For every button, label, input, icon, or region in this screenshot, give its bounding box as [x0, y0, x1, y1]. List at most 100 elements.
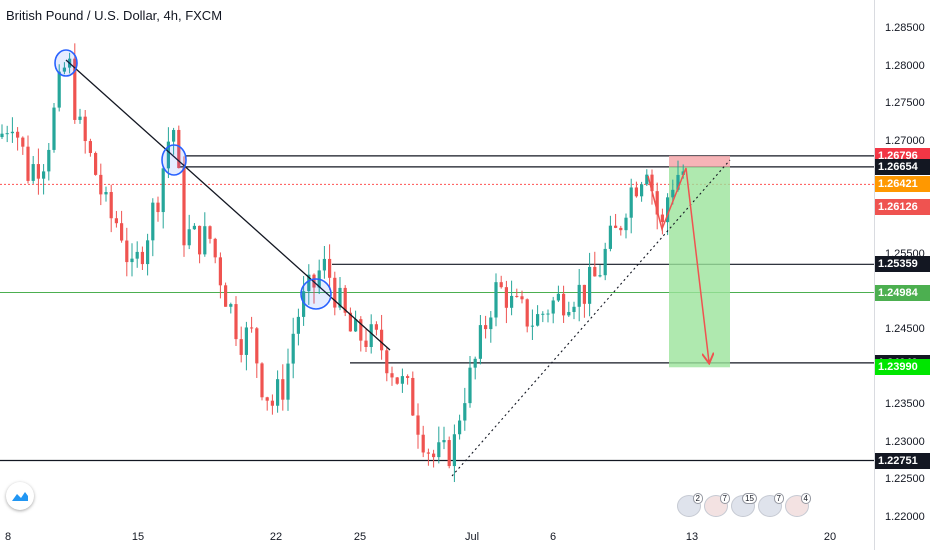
candle-body: [198, 225, 202, 255]
candle-body: [645, 174, 649, 185]
candle-body: [380, 329, 384, 351]
candle-body: [10, 131, 14, 134]
highlight-circle: [300, 278, 332, 310]
candle-body: [421, 434, 425, 453]
candle-body: [608, 225, 612, 249]
candle-body: [140, 251, 144, 265]
candle-body: [343, 287, 347, 313]
candle-body: [562, 293, 566, 316]
candle-body: [400, 376, 404, 384]
candle-body: [619, 227, 623, 231]
time-axis-label: 25: [353, 531, 367, 543]
candle-body: [73, 58, 77, 120]
event-count-badge: 7: [719, 493, 730, 504]
candle-body: [296, 316, 300, 334]
candle-body: [5, 133, 9, 135]
candle-body: [291, 333, 295, 364]
candle-body: [99, 174, 103, 195]
candle-body: [78, 116, 82, 120]
candle-body: [541, 313, 545, 315]
calendar-uk-flag-icon[interactable]: 2: [677, 493, 703, 517]
time-axis-label: 8: [4, 531, 12, 543]
calendar-uk-flag-icon[interactable]: 15: [731, 493, 757, 517]
uptrend-line: [451, 159, 731, 477]
candle-body: [395, 377, 399, 384]
event-count-badge: 4: [800, 493, 811, 504]
candle-body: [536, 314, 540, 326]
time-axis-label: 13: [685, 531, 699, 543]
take-profit-zone: [669, 166, 730, 368]
candle-body: [577, 284, 581, 307]
candle-body: [530, 325, 534, 327]
candle-body: [354, 319, 358, 332]
time-axis-label: 6: [549, 531, 557, 543]
candle-body: [364, 340, 368, 347]
tradingview-logo-icon[interactable]: [6, 482, 34, 510]
candle-body: [504, 287, 508, 308]
candle-body: [551, 300, 555, 314]
candle-body: [177, 129, 181, 169]
candle-body: [114, 218, 118, 224]
candle-body: [614, 225, 618, 228]
candle-body: [567, 311, 571, 316]
time-axis-label: 22: [269, 531, 283, 543]
price-tick-label: 1.23500: [885, 398, 925, 411]
candle-body: [260, 363, 264, 398]
price-tag: 1.26421: [875, 176, 930, 193]
price-tick-label: 1.24500: [885, 322, 925, 335]
candle-body: [468, 367, 472, 404]
candle-body: [213, 238, 217, 258]
candle-body: [229, 304, 233, 307]
candle-body: [598, 275, 602, 277]
calendar-uk-flag-icon[interactable]: 7: [758, 493, 784, 517]
forecast-path-arrow: [647, 167, 709, 362]
event-count-badge: 7: [773, 493, 784, 504]
candle-body: [593, 266, 597, 277]
candle-body: [499, 282, 503, 288]
event-count-badge: 2: [692, 493, 703, 504]
candle-body: [239, 339, 243, 355]
candle-body: [515, 295, 519, 297]
candle-body: [369, 324, 373, 347]
candle-body: [156, 202, 160, 213]
candle-body: [452, 434, 456, 467]
price-chart[interactable]: [0, 0, 875, 550]
price-tick-label: 1.27500: [885, 97, 925, 110]
candle-body: [146, 240, 150, 265]
price-tick-label: 1.28000: [885, 59, 925, 72]
candle-body: [218, 257, 222, 286]
economic-calendar[interactable]: 2 7 15 7 4: [677, 493, 811, 517]
calendar-us-flag-icon[interactable]: 7: [704, 493, 730, 517]
candle-body: [31, 164, 35, 181]
price-tick-label: 1.28500: [885, 22, 925, 34]
candle-body: [166, 141, 170, 169]
candle-body: [582, 284, 586, 304]
candle-body: [104, 192, 108, 195]
calendar-us-flag-icon[interactable]: 4: [785, 493, 811, 517]
candle-body: [489, 317, 493, 330]
candle-body: [478, 325, 482, 359]
candle-body: [135, 251, 139, 259]
highlight-circle: [161, 144, 187, 176]
candle-body: [447, 440, 451, 467]
candle-body: [426, 452, 430, 454]
candle-body: [281, 379, 285, 400]
highlight-circle: [54, 49, 78, 77]
candle-body: [629, 187, 633, 218]
downtrend-line: [65, 59, 391, 351]
candle-body: [494, 282, 498, 318]
candle-body: [655, 191, 659, 215]
candle-body: [120, 223, 124, 241]
candle-body: [588, 266, 592, 304]
price-tag: 1.24984: [875, 284, 930, 301]
candle-body: [224, 285, 228, 307]
candle-body: [244, 327, 248, 355]
candle-body: [26, 146, 30, 181]
candle-body: [437, 442, 441, 458]
candle-body: [302, 291, 306, 317]
candle-body: [520, 296, 524, 300]
candle-body: [442, 440, 446, 443]
price-axis[interactable]: 1.28500 1.28000 1.27500 1.27000 1.25500 1.245…: [874, 0, 932, 550]
candle-body: [374, 324, 378, 330]
